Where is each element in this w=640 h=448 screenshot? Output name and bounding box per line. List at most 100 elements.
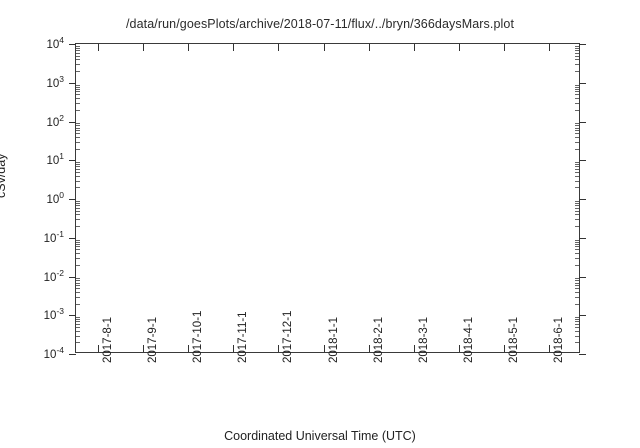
y-tick-minor <box>575 249 579 251</box>
y-tick-major <box>69 315 76 317</box>
y-tick-minor <box>76 88 80 90</box>
y-tick-minor <box>575 141 579 143</box>
y-tick-minor <box>575 219 579 221</box>
y-tick-minor <box>575 241 579 243</box>
y-tick-minor <box>76 321 80 323</box>
y-tick-minor <box>575 50 579 51</box>
y-tick-minor <box>76 64 80 66</box>
y-tick-minor <box>575 319 579 320</box>
y-tick-major <box>579 160 586 162</box>
x-tick-major <box>549 44 550 51</box>
y-tick-minor <box>575 123 579 125</box>
y-tick-minor <box>76 91 80 93</box>
y-tick-minor <box>575 278 579 280</box>
x-tick-major <box>368 345 370 352</box>
y-tick-minor <box>76 303 80 305</box>
y-tick-minor <box>575 214 579 216</box>
x-tick-label: 2017-9-1 <box>147 316 160 363</box>
y-tick-minor <box>76 127 80 129</box>
y-tick-minor <box>575 103 579 104</box>
x-tick-major <box>503 345 505 352</box>
x-tick-major <box>233 44 235 51</box>
y-tick-label: 10-2 <box>43 267 64 284</box>
y-tick-minor <box>76 282 80 284</box>
x-tick-major <box>413 44 415 51</box>
y-tick-minor <box>575 64 579 66</box>
y-tick-minor <box>76 162 80 164</box>
y-tick-minor <box>76 280 80 282</box>
y-tick-label: 10-4 <box>43 345 64 361</box>
axes-frame <box>69 43 586 355</box>
y-tick-minor <box>76 253 80 255</box>
y-tick-label: 101 <box>46 151 64 168</box>
x-axis-title: Coordinated Universal Time (UTC) <box>224 429 416 443</box>
y-tick-minor <box>76 202 80 204</box>
y-tick-minor <box>76 109 80 111</box>
y-tick-label: 104 <box>46 35 64 51</box>
x-tick-major <box>188 345 190 352</box>
x-tick-major <box>458 345 460 352</box>
y-tick-minor <box>76 55 80 57</box>
x-tick-major <box>413 345 415 352</box>
y-tick-label: 100 <box>46 190 64 206</box>
y-tick-minor <box>575 264 579 266</box>
x-tick-major <box>503 44 505 51</box>
y-tick-minor <box>575 246 579 248</box>
y-tick-minor <box>76 288 80 290</box>
y-tick-minor <box>575 226 579 228</box>
y-tick-minor <box>76 317 80 319</box>
y-tick-minor <box>76 239 80 241</box>
y-tick-minor <box>76 243 80 245</box>
y-tick-label: 102 <box>46 112 64 129</box>
y-tick-major <box>579 199 586 200</box>
y-tick-minor <box>76 50 80 51</box>
y-tick-minor <box>76 71 80 73</box>
y-tick-minor <box>76 103 80 104</box>
x-tick-label: 2018-6-1 <box>553 316 565 363</box>
y-tick-minor <box>575 323 579 325</box>
y-tick-minor <box>76 214 80 216</box>
y-tick-minor <box>76 219 80 221</box>
y-tick-major <box>579 315 586 317</box>
y-tick-minor <box>575 180 579 182</box>
y-tick-minor <box>575 164 579 165</box>
y-tick-minor <box>575 125 579 127</box>
page-title: /data/run/goesPlots/archive/2018-07-11/f… <box>125 17 515 31</box>
y-tick-minor <box>575 317 579 319</box>
y-tick-minor <box>76 187 80 189</box>
y-tick-minor <box>76 136 80 138</box>
y-tick-major <box>579 354 586 355</box>
y-tick-minor <box>575 303 579 305</box>
x-tick-label: 2018-3-1 <box>417 316 430 363</box>
y-tick-major <box>579 276 586 278</box>
y-tick-minor <box>575 52 579 54</box>
y-tick-minor <box>76 94 80 96</box>
y-tick-major <box>69 276 76 278</box>
y-tick-minor <box>76 249 80 251</box>
y-tick-minor <box>575 200 579 202</box>
y-tick-minor <box>575 148 579 150</box>
y-tick-minor <box>575 175 579 177</box>
x-tick-major <box>323 44 325 51</box>
y-tick-major <box>579 121 586 123</box>
y-tick-minor <box>575 210 579 212</box>
y-tick-minor <box>575 133 579 135</box>
y-tick-minor <box>575 71 579 73</box>
y-tick-minor <box>575 342 579 344</box>
y-tick-minor <box>76 335 80 337</box>
y-tick-minor <box>575 205 579 206</box>
y-tick-minor <box>76 241 80 243</box>
x-tick-major <box>458 44 460 51</box>
y-tick-major <box>69 199 76 200</box>
y-tick-minor <box>76 166 80 168</box>
y-tick-minor <box>76 330 80 332</box>
y-tick-minor <box>76 258 80 259</box>
x-tick-major <box>188 44 190 51</box>
y-tick-label: 103 <box>46 73 64 90</box>
y-tick-minor <box>575 88 579 90</box>
x-tick-label: 2018-4-1 <box>462 316 475 363</box>
y-tick-minor <box>76 125 80 127</box>
y-tick-minor <box>76 164 80 165</box>
y-tick-minor <box>76 98 80 100</box>
y-tick-minor <box>575 47 579 49</box>
